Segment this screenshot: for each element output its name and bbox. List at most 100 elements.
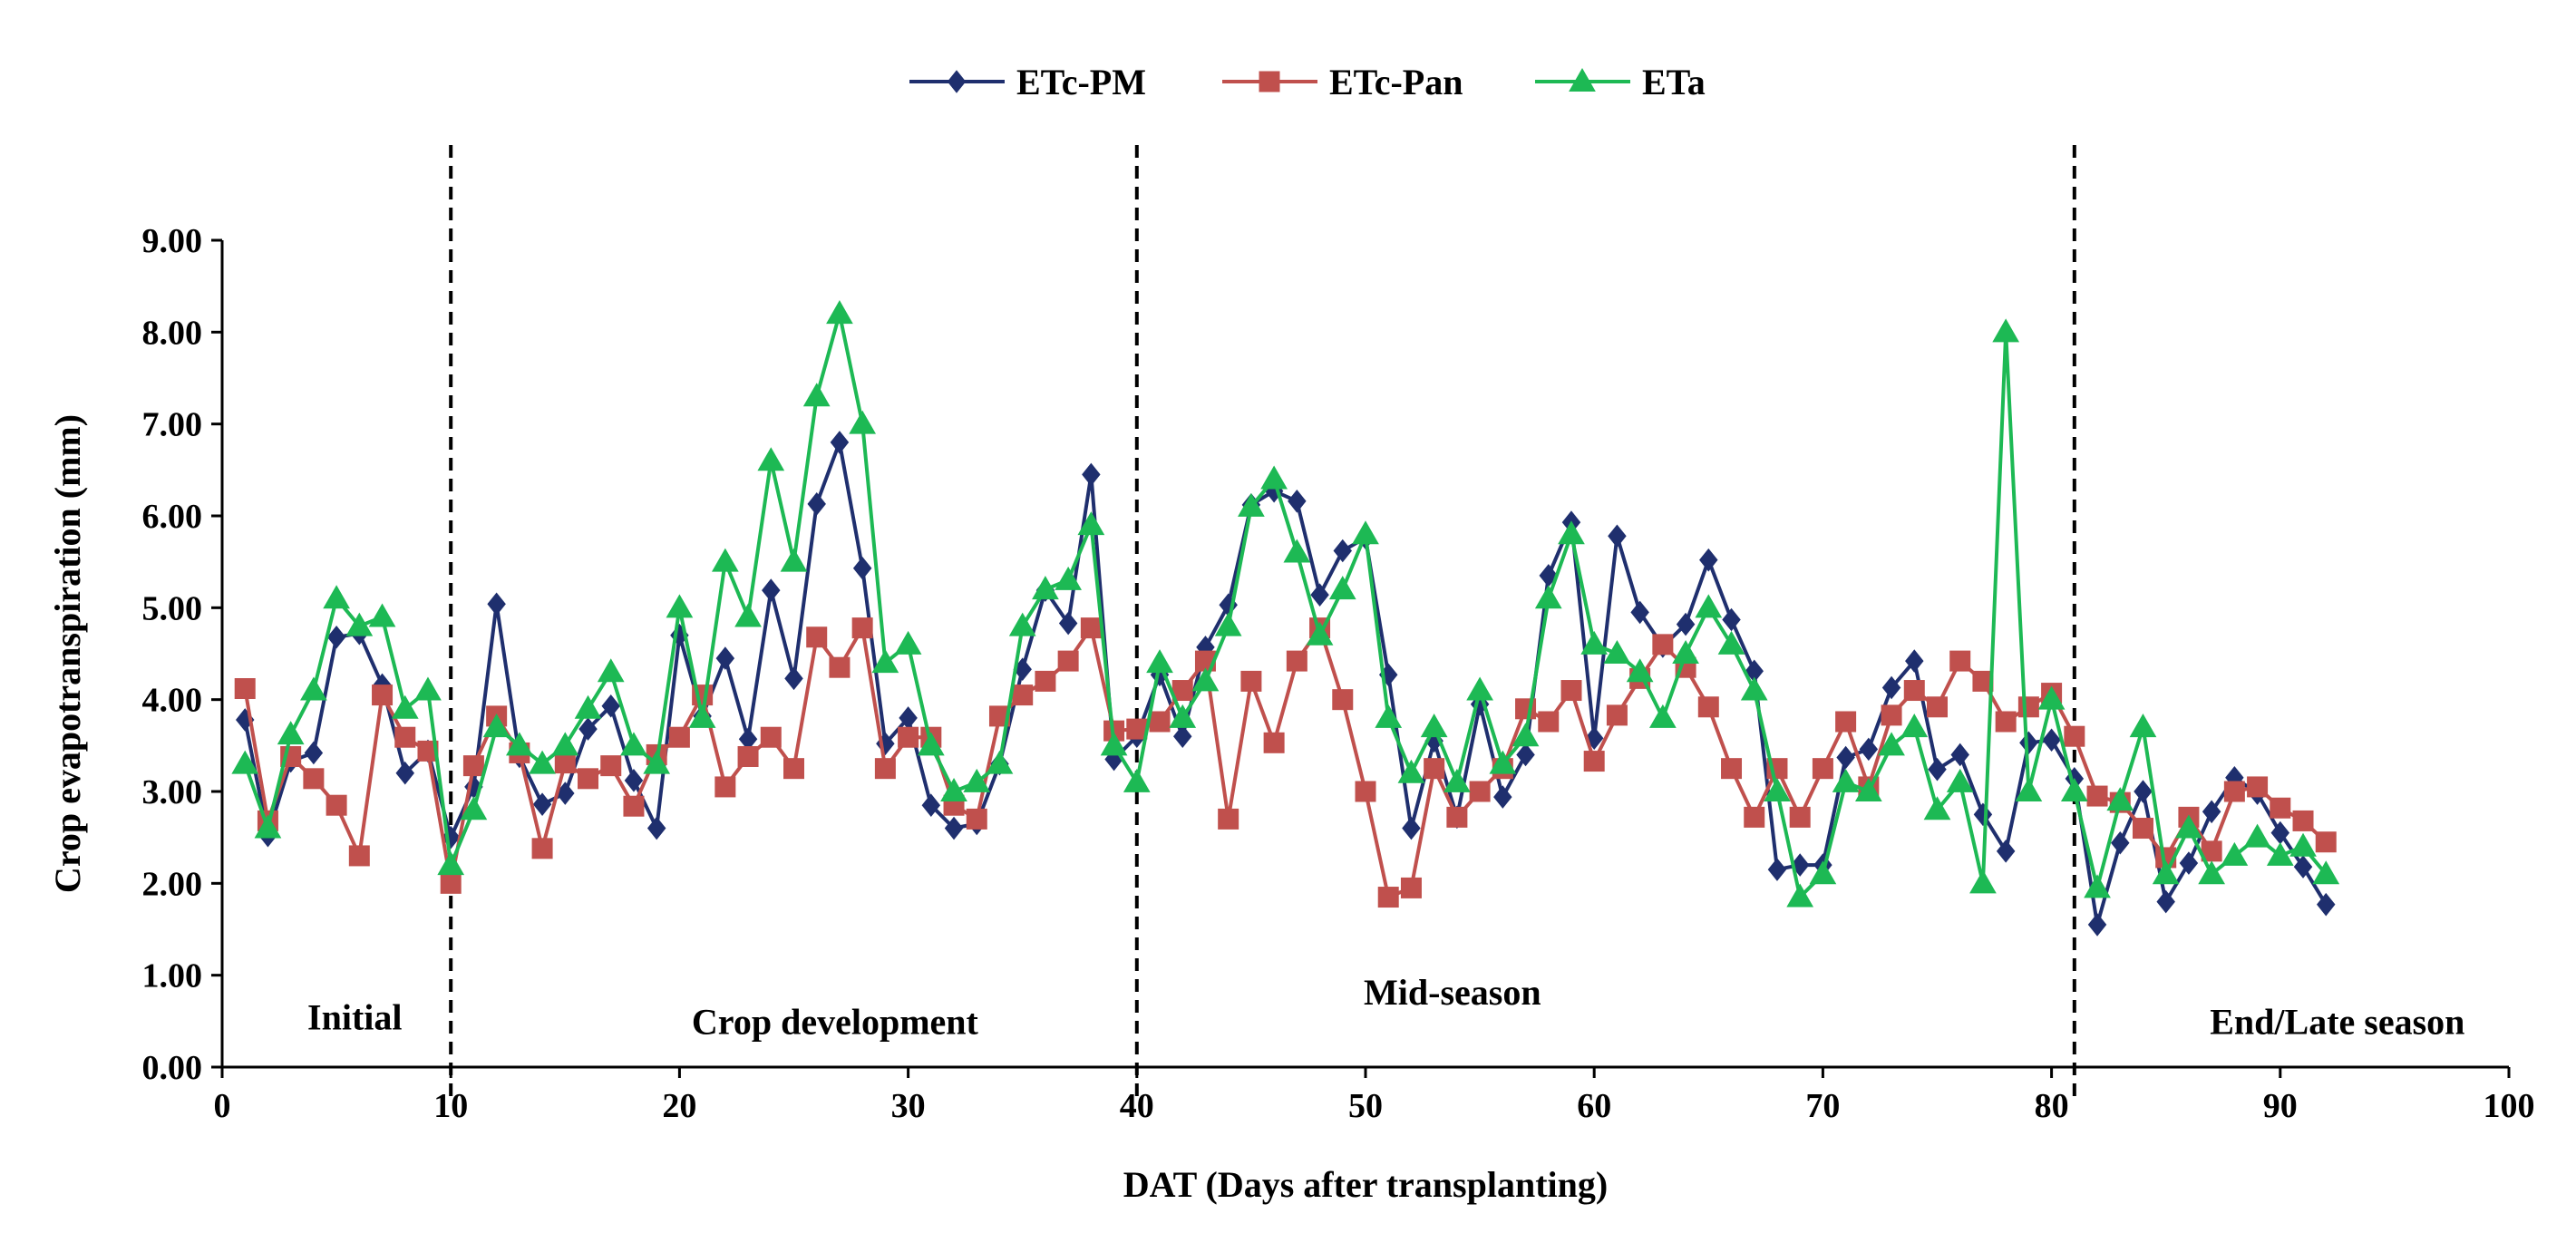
data-point <box>1493 785 1512 809</box>
data-point <box>898 726 919 748</box>
data-point <box>1672 639 1699 664</box>
data-point <box>1191 667 1220 692</box>
data-point <box>852 556 872 580</box>
data-point <box>1512 723 1540 747</box>
data-point <box>2084 874 2111 898</box>
data-point <box>2312 860 2340 885</box>
data-point <box>600 755 622 777</box>
data-point <box>578 717 598 741</box>
data-point <box>1905 649 1924 673</box>
data-point <box>348 845 370 867</box>
data-point <box>894 630 922 655</box>
legend-label: ETc-PM <box>1016 62 1146 102</box>
data-point <box>323 585 350 609</box>
data-point <box>807 492 826 516</box>
legend: ETc-PM ETc-Pan ETa <box>909 62 1706 102</box>
y-tick-label: 5.00 <box>142 589 203 627</box>
data-point <box>2060 777 2088 801</box>
data-point <box>2132 818 2153 840</box>
y-tick-label: 1.00 <box>142 957 203 995</box>
y-tick-label: 6.00 <box>142 498 203 536</box>
data-point <box>254 814 282 839</box>
data-point <box>2266 841 2294 866</box>
data-point <box>802 383 831 407</box>
data-point <box>1583 751 1605 772</box>
data-point <box>231 750 259 774</box>
data-point <box>440 872 462 894</box>
data-point <box>1927 696 1948 718</box>
data-point <box>1835 711 1857 733</box>
data-point <box>1722 607 1741 632</box>
y-tick-label: 4.00 <box>142 682 203 720</box>
legend-label: ETa <box>1642 62 1706 102</box>
data-point <box>1740 676 1768 701</box>
data-point <box>737 745 759 767</box>
stage-label: End/Late season <box>2210 1001 2464 1042</box>
data-point <box>806 626 828 648</box>
data-point <box>532 792 552 816</box>
data-point <box>1397 759 1425 783</box>
data-point <box>1466 676 1493 701</box>
data-point <box>1077 511 1105 536</box>
y-tick-label: 2.00 <box>142 865 203 903</box>
data-point <box>1949 650 1971 672</box>
data-point <box>849 410 877 434</box>
data-point <box>1420 714 1448 738</box>
data-point <box>734 603 762 627</box>
data-point <box>1652 634 1674 655</box>
y-tick-label: 3.00 <box>142 773 203 811</box>
data-point <box>529 750 556 774</box>
data-point <box>1697 696 1719 718</box>
data-point <box>574 694 602 719</box>
series-etc-pm <box>235 431 2336 937</box>
data-point <box>1172 724 1192 749</box>
data-point <box>277 721 305 745</box>
data-point <box>2292 810 2314 831</box>
data-point <box>2111 830 2130 855</box>
data-point <box>2247 776 2269 798</box>
data-point <box>851 617 873 639</box>
data-point <box>1082 462 1101 487</box>
legend-item: ETc-PM <box>909 62 1146 102</box>
data-point <box>1283 539 1311 563</box>
data-point <box>1836 745 1855 770</box>
data-point <box>715 646 735 670</box>
data-point <box>1055 566 1083 590</box>
data-point <box>1149 711 1171 733</box>
data-point <box>554 752 576 774</box>
data-point <box>826 300 853 325</box>
data-point <box>2179 851 2199 875</box>
data-point <box>780 548 808 572</box>
data-point <box>643 750 671 774</box>
y-tick-label: 9.00 <box>142 222 203 260</box>
data-point <box>1288 489 1307 513</box>
data-point <box>2293 855 2313 879</box>
data-point <box>1854 777 1882 801</box>
data-point <box>2223 781 2245 802</box>
data-point <box>1695 594 1723 618</box>
legend-label: ETc-Pan <box>1329 62 1463 102</box>
data-point <box>1306 621 1334 646</box>
x-tick-label: 30 <box>891 1087 926 1125</box>
data-point <box>1240 670 1262 692</box>
data-point <box>531 838 553 859</box>
stage-boundaries <box>449 145 2076 1102</box>
data-point <box>1969 869 1997 894</box>
data-point <box>1606 704 1628 726</box>
data-point <box>624 769 644 792</box>
data-point <box>1603 639 1631 664</box>
data-point <box>944 816 964 840</box>
data-point <box>1260 465 1288 490</box>
x-tick-label: 90 <box>2263 1087 2298 1125</box>
legend-item: ETa <box>1535 62 1706 102</box>
data-point <box>1950 743 1969 767</box>
data-point <box>1377 887 1399 908</box>
data-point <box>871 649 899 674</box>
data-point <box>1996 840 2016 863</box>
data-point <box>623 795 645 817</box>
data-point <box>1764 777 1791 801</box>
x-tick-label: 0 <box>214 1087 231 1125</box>
data-point <box>1786 883 1814 908</box>
data-point <box>2221 841 2249 866</box>
